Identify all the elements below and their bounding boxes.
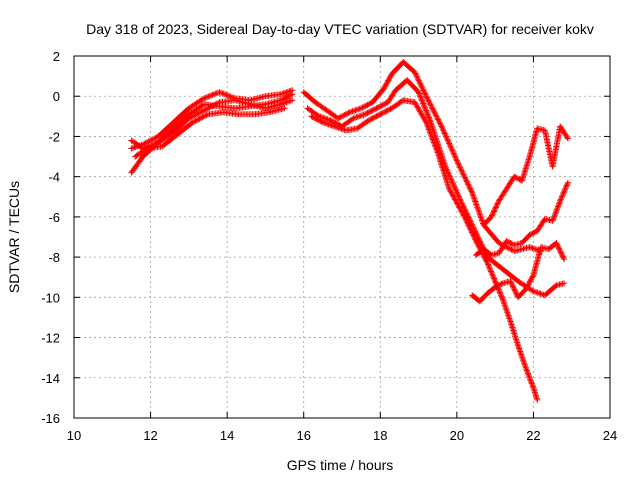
series-track-4 bbox=[132, 105, 288, 160]
series-track-10 bbox=[469, 240, 568, 305]
tick-labels: 10 12 14 16 18 20 22 24 -16 -14 -12 -10 -8 -6 -4 -2 0 2 bbox=[41, 49, 617, 443]
axes bbox=[73, 55, 611, 419]
y-tick-label: 2 bbox=[53, 49, 60, 64]
y-tick-label: -2 bbox=[48, 129, 60, 144]
plot-frame bbox=[73, 55, 611, 419]
point-markers bbox=[469, 240, 568, 305]
point-markers bbox=[308, 97, 541, 403]
point-markers bbox=[132, 105, 288, 160]
x-tick-label: 10 bbox=[67, 428, 81, 443]
y-tick-label: -4 bbox=[48, 170, 60, 185]
point-markers bbox=[480, 123, 571, 228]
data-points bbox=[128, 59, 571, 403]
y-tick-label: 0 bbox=[53, 89, 60, 104]
series-track-8 bbox=[480, 123, 571, 228]
y-axis-label: SDTVAR / TECUs bbox=[6, 181, 22, 293]
chart-title: Day 318 of 2023, Sidereal Day-to-day VTE… bbox=[86, 21, 594, 37]
x-tick-label: 22 bbox=[526, 428, 540, 443]
y-tick-label: -10 bbox=[41, 290, 60, 305]
y-tick-label: -16 bbox=[41, 411, 60, 426]
x-tick-label: 12 bbox=[143, 428, 157, 443]
x-tick-label: 16 bbox=[296, 428, 310, 443]
y-tick-label: -8 bbox=[48, 250, 60, 265]
y-tick-label: -14 bbox=[41, 371, 60, 386]
point-markers bbox=[473, 179, 571, 259]
x-tick-label: 24 bbox=[603, 428, 617, 443]
x-tick-label: 14 bbox=[220, 428, 234, 443]
y-tick-label: -6 bbox=[48, 210, 60, 225]
x-axis-label: GPS time / hours bbox=[287, 457, 394, 473]
x-tick-label: 18 bbox=[373, 428, 387, 443]
series-track-9 bbox=[473, 179, 571, 259]
y-tick-label: -12 bbox=[41, 331, 60, 346]
x-tick-label: 20 bbox=[450, 428, 464, 443]
series-track-7 bbox=[308, 97, 541, 403]
